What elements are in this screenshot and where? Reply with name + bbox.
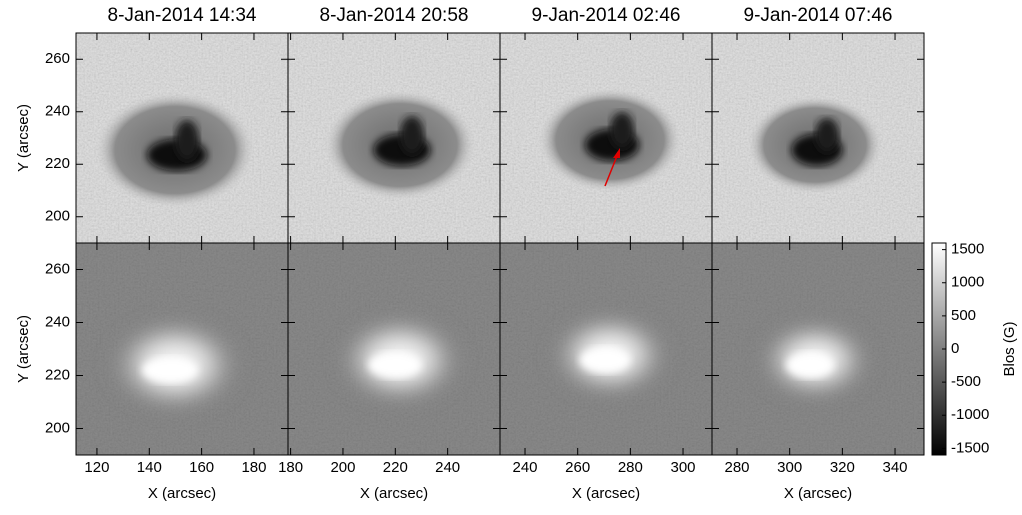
x-tick-label: 120 xyxy=(84,459,109,476)
y-axis-label: Y (arcsec) xyxy=(15,315,32,383)
umbra xyxy=(400,116,424,154)
y-tick-label: 200 xyxy=(45,419,70,436)
x-tick-label: 240 xyxy=(513,459,538,476)
image-panels xyxy=(75,32,925,456)
image xyxy=(500,243,712,455)
field-core xyxy=(786,352,834,378)
image xyxy=(76,33,288,243)
panel xyxy=(287,242,501,456)
field-core xyxy=(368,352,422,378)
y-tick-label: 240 xyxy=(45,103,70,120)
x-tick-label: 280 xyxy=(725,459,750,476)
arrow xyxy=(604,155,618,187)
panel xyxy=(287,32,501,244)
x-axis-label: X (arcsec) xyxy=(784,485,852,502)
x-tick-label: 320 xyxy=(830,459,855,476)
panel xyxy=(499,32,713,244)
x-tick-label: 340 xyxy=(883,459,908,476)
field-core xyxy=(579,347,631,373)
panel-title: 8-Jan-2014 14:34 xyxy=(108,5,257,26)
y-tick-label: 260 xyxy=(45,50,70,67)
x-axis-label: X (arcsec) xyxy=(572,485,640,502)
image xyxy=(288,243,500,455)
arrow-head xyxy=(613,148,620,158)
x-tick-label: 260 xyxy=(565,459,590,476)
colorbar-tick-label: -1000 xyxy=(951,406,989,423)
x-axis-label: X (arcsec) xyxy=(360,485,428,502)
colorbar-tick-label: -1500 xyxy=(951,439,989,456)
image xyxy=(712,33,924,243)
umbra xyxy=(175,120,199,160)
colorbar-tick-label: 0 xyxy=(951,340,959,357)
panel xyxy=(711,32,925,244)
panel xyxy=(711,242,925,456)
panel-title: 8-Jan-2014 20:58 xyxy=(320,5,469,26)
y-axis-label: Y (arcsec) xyxy=(15,104,32,172)
panel-title: 9-Jan-2014 07:46 xyxy=(744,5,893,26)
colorbar-label: Blos (G) xyxy=(1001,321,1018,376)
colorbar-tick-label: 500 xyxy=(951,307,976,324)
x-axis-label: X (arcsec) xyxy=(148,485,216,502)
colorbar-tick-label: 1000 xyxy=(951,274,984,291)
image xyxy=(712,243,924,455)
y-tick-label: 200 xyxy=(45,208,70,225)
x-tick-label: 300 xyxy=(671,459,696,476)
x-tick-label: 300 xyxy=(777,459,802,476)
x-tick-label: 220 xyxy=(383,459,408,476)
x-tick-label: 180 xyxy=(278,459,303,476)
panel-title: 9-Jan-2014 02:46 xyxy=(532,5,681,26)
x-tick-label: 140 xyxy=(137,459,162,476)
umbra xyxy=(815,118,839,152)
colorbar-tick-label: 1500 xyxy=(951,241,984,258)
panel xyxy=(75,32,289,244)
umbra xyxy=(610,112,634,148)
field-core xyxy=(142,357,198,383)
x-tick-label: 180 xyxy=(241,459,266,476)
panel xyxy=(499,242,713,456)
colorbar-tick-label: -500 xyxy=(951,373,981,390)
y-tick-label: 260 xyxy=(45,260,70,277)
x-tick-label: 240 xyxy=(435,459,460,476)
x-tick-label: 160 xyxy=(189,459,214,476)
panel-frame xyxy=(711,242,925,456)
image xyxy=(76,243,288,455)
x-tick-label: 280 xyxy=(618,459,643,476)
x-tick-label: 200 xyxy=(330,459,355,476)
image xyxy=(288,33,500,243)
image xyxy=(500,33,712,243)
y-tick-label: 220 xyxy=(45,155,70,172)
y-tick-label: 220 xyxy=(45,366,70,383)
y-tick-label: 240 xyxy=(45,313,70,330)
panel xyxy=(75,242,289,456)
